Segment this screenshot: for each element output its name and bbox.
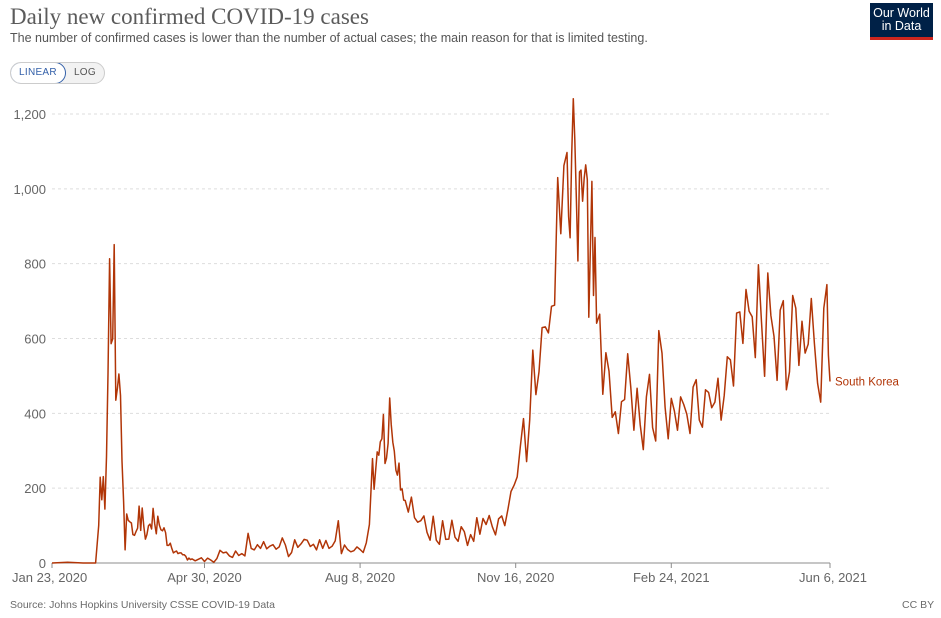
y-tick-label: 600 xyxy=(24,332,46,347)
series-lines[interactable]: South Korea xyxy=(51,97,900,564)
y-tick-label: 1,000 xyxy=(13,182,46,197)
logo-line-1: Our World xyxy=(873,6,930,20)
license-link[interactable]: CC BY xyxy=(902,599,935,611)
x-tick-label: Aug 8, 2020 xyxy=(325,570,395,585)
x-tick-label: Jun 6, 2021 xyxy=(799,570,867,585)
y-tick-label: 1,200 xyxy=(13,107,46,122)
y-tick-label: 800 xyxy=(24,257,46,272)
chart-title: Daily new confirmed COVID-19 cases xyxy=(10,4,369,29)
linear-scale-button[interactable]: LINEAR xyxy=(10,63,66,83)
gridlines xyxy=(52,113,830,564)
x-axis: Jan 23, 2020 Apr 30, 2020 Aug 8, 2020 Nov 1… xyxy=(12,563,867,585)
series-label[interactable]: South Korea xyxy=(835,377,900,389)
logo-line-2: in Data xyxy=(881,19,922,33)
chart-subtitle: The number of confirmed cases is lower t… xyxy=(10,31,648,45)
y-tick-label: 0 xyxy=(39,556,46,571)
y-tick-label: 400 xyxy=(24,406,46,421)
owid-logo[interactable]: Our World in Data xyxy=(870,3,933,40)
x-tick-label: Feb 24, 2021 xyxy=(633,570,710,585)
source-note[interactable]: Source: Johns Hopkins University CSSE CO… xyxy=(10,599,275,611)
log-scale-button[interactable]: LOG xyxy=(73,67,96,78)
series-line[interactable] xyxy=(51,97,831,564)
x-tick-label: Nov 16, 2020 xyxy=(477,570,554,585)
y-axis-tick-labels: 0 200 400 600 800 1,000 1,200 xyxy=(13,107,46,571)
x-tick-label: Jan 23, 2020 xyxy=(12,570,87,585)
scale-toggle[interactable]: LINEAR LOG xyxy=(10,62,105,84)
x-tick-label: Apr 30, 2020 xyxy=(167,570,241,585)
y-tick-label: 200 xyxy=(24,481,46,496)
logo-accent-bar xyxy=(870,37,933,40)
